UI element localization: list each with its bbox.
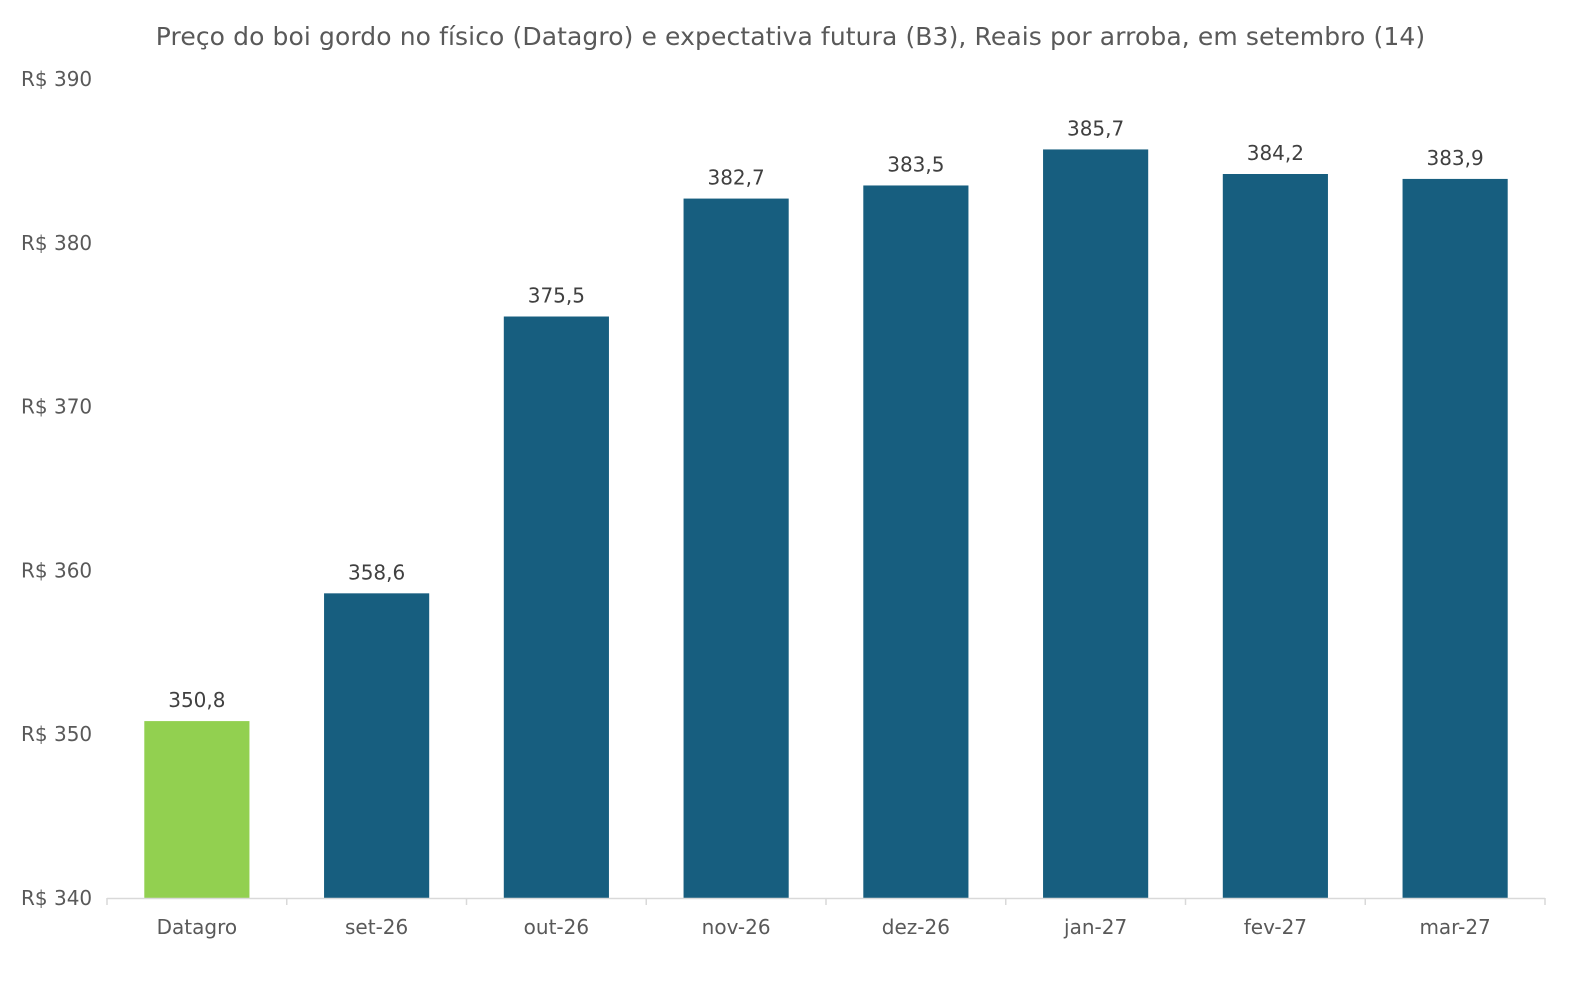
data-label: 383,9 (1426, 146, 1483, 170)
bar (683, 198, 789, 899)
x-tick-label: Datagro (157, 915, 237, 939)
data-label: 384,2 (1247, 141, 1304, 165)
data-labels-group: 350,8 358,6 375,5 382,7 383,5 385,7 384,2 383,9 (168, 116, 1484, 712)
bar (1222, 174, 1328, 898)
x-tick-label: out-26 (524, 915, 589, 939)
y-tick-label: R$ 370 (21, 395, 92, 419)
x-tick-label: set-26 (345, 915, 408, 939)
x-axis (106, 897, 1546, 905)
bar (1043, 149, 1149, 898)
y-tick-label: R$ 390 (21, 67, 92, 91)
bar (503, 316, 609, 898)
data-label: 350,8 (168, 688, 225, 712)
data-label: 382,7 (707, 166, 764, 190)
y-tick-label: R$ 350 (21, 722, 92, 746)
bar (1402, 178, 1508, 899)
bars-group (144, 149, 1508, 899)
x-tick-label: jan-27 (1063, 915, 1127, 939)
x-tick-label: dez-26 (882, 915, 950, 939)
y-tick-label: R$ 340 (21, 886, 92, 910)
x-tick-label: fev-27 (1244, 915, 1307, 939)
data-label: 385,7 (1067, 116, 1124, 140)
y-axis-tick-labels: R$ 340 R$ 350 R$ 360 R$ 370 R$ 380 R$ 390 (21, 67, 92, 910)
x-tick-label: mar-27 (1419, 915, 1490, 939)
bar (324, 593, 430, 898)
data-label: 375,5 (528, 284, 585, 308)
data-label: 383,5 (887, 152, 944, 176)
data-label: 358,6 (348, 560, 405, 584)
bar (863, 185, 969, 899)
x-tick-label: nov-26 (702, 915, 771, 939)
y-tick-label: R$ 360 (21, 558, 92, 582)
y-tick-label: R$ 380 (21, 231, 92, 255)
x-axis-tick-labels: Datagro set-26 out-26 nov-26 dez-26 jan-27 fev… (157, 915, 1491, 939)
chart-title: Preço do boi gordo no físico (Datagro) e… (155, 22, 1426, 51)
bar (144, 721, 250, 898)
